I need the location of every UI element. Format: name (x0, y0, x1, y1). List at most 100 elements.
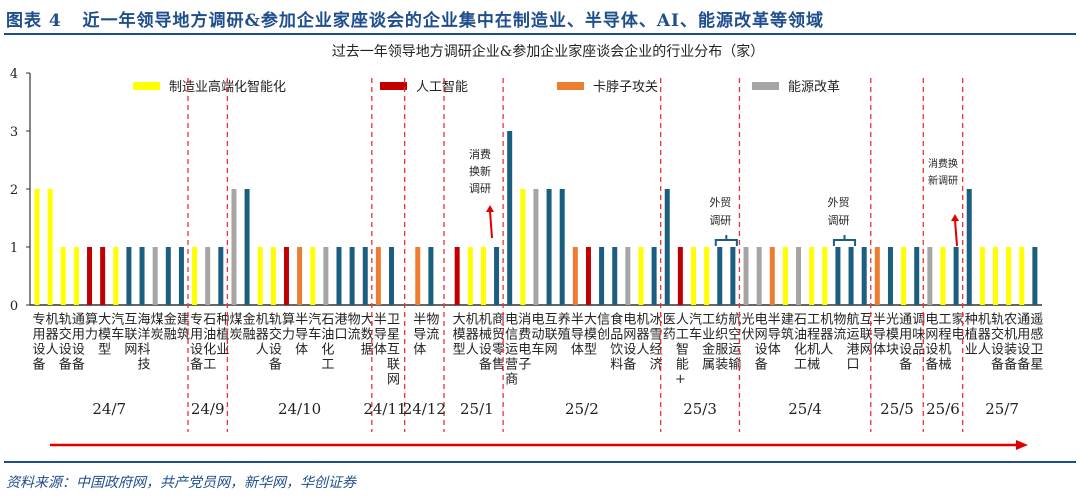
x-tick-label: 煤炭 (148, 312, 164, 342)
x-tick-label: 机器人 (253, 312, 269, 357)
bar-算力 (283, 247, 289, 305)
annotation-foreign-trade: 外贸 (709, 196, 731, 209)
annotation-bracket (832, 235, 857, 246)
bar-金融 (165, 247, 171, 305)
bar-物流 (835, 247, 841, 305)
bar-电网设备 (625, 247, 631, 305)
x-tick-label: 电网设备 (620, 312, 636, 372)
x-tick-label: 纺织服装 (712, 312, 728, 372)
bar-港口 (336, 247, 342, 305)
x-tick-label: 半导体 (870, 312, 886, 357)
bar-工程机械 (809, 247, 815, 305)
bar-航运港口 (848, 247, 854, 305)
bar-海洋科技 (139, 247, 145, 305)
x-tick-label: 大模型 (450, 312, 466, 357)
bar-大模型 (100, 247, 106, 305)
x-tick-label: 种植业 (213, 312, 229, 357)
x-tick-label: 半导体 (371, 312, 387, 357)
bar-石油化工 (796, 247, 802, 305)
x-tick-label: 专用设备 (30, 312, 46, 372)
x-tick-label: 大模型 (581, 312, 597, 357)
x-tick-label: 汽车 (305, 312, 321, 342)
x-tick-label: 遥感卫星 (1027, 312, 1043, 372)
bar-信创 (599, 247, 605, 305)
bar-食品饮料 (612, 247, 618, 305)
x-tick-label: 汽车 (686, 312, 702, 342)
x-tick-label: 通用设备 (1014, 312, 1030, 372)
bar-卫星互联网 (389, 247, 395, 305)
x-tick-label: 机器人 (43, 312, 59, 357)
x-tick-label: 调味品 (909, 312, 925, 357)
x-tick-label: 种植业 (962, 312, 978, 357)
x-tick-label: 轨交设备 (56, 312, 71, 372)
x-tick-label: 机器人 (975, 312, 991, 357)
x-tick-label: 石油化工 (791, 312, 807, 372)
period-label: 25/7 (985, 400, 1019, 418)
x-tick-label: 医药 (660, 312, 676, 342)
annotation-consumer-upgrade: 消费 (469, 147, 491, 161)
legend-label: 人工智能 (416, 80, 468, 95)
x-tick-label: 电动车 (528, 312, 544, 357)
period-label: 25/6 (926, 400, 960, 418)
x-tick-label: 算力 (82, 312, 98, 342)
period-label: 24/9 (191, 400, 225, 418)
annotation-arrow (489, 210, 493, 239)
bar-通用设备 (1019, 247, 1025, 305)
x-tick-label: 航运港口 (844, 311, 860, 372)
x-tick-label: 金融 (240, 311, 256, 342)
bar-半导体 (874, 247, 880, 305)
x-tick-label: 建筑 (778, 312, 794, 342)
period-label: 25/4 (788, 400, 822, 418)
period-label: 25/1 (460, 400, 494, 418)
bar-人工智能+ (677, 247, 683, 305)
x-tick-label: 金融 (161, 311, 177, 342)
annotation-foreign-trade: 外贸 (827, 196, 849, 209)
bar-煤炭 (231, 189, 237, 305)
bar-金融 (244, 189, 250, 305)
bar-汽车 (310, 247, 316, 305)
bar-物流 (349, 247, 355, 305)
bar-半导体 (769, 247, 775, 305)
figure-title: 图表 4 近一年领导地方调研&参加企业家座谈会的企业集中在制造业、半导体、AI、… (6, 11, 824, 31)
bar-机器人 (467, 247, 473, 305)
x-tick-label: 半导体 (765, 312, 781, 357)
x-tick-label: 电信运营商 (502, 312, 518, 387)
bar-大模型 (585, 247, 591, 305)
period-label: 25/2 (565, 400, 599, 418)
y-tick-label: 3 (10, 125, 18, 140)
x-tick-label: 互联网 (121, 312, 137, 357)
x-tick-label: 通用设备 (896, 312, 912, 372)
y-tick-label: 4 (10, 67, 18, 82)
x-tick-label: 半导体 (568, 312, 584, 357)
period-label: 24/12 (403, 400, 446, 418)
x-tick-label: 海洋科技 (135, 312, 151, 372)
x-tick-label: 电网设备 (752, 312, 768, 372)
x-tick-label: 轨交设备 (266, 312, 282, 372)
bar-石油化工 (323, 247, 329, 305)
legend-swatch-O (557, 82, 584, 90)
bar-大模型 (454, 247, 460, 305)
x-tick-label: 工程机械 (804, 312, 820, 372)
bar-工业金属 (704, 247, 710, 305)
bar-石油化工 (205, 247, 211, 305)
x-tick-label: 养殖 (555, 311, 571, 342)
bar-建筑 (178, 247, 184, 305)
bar-光模块 (887, 247, 893, 305)
bar-光伏 (743, 247, 749, 305)
x-tick-label: 建筑 (174, 312, 190, 342)
x-tick-label: 轨交设备 (988, 312, 1004, 372)
x-tick-label: 半导体 (292, 312, 308, 357)
bar-互联网 (861, 247, 867, 305)
annotation-consumer-upgrade: 换新 (469, 164, 491, 178)
x-tick-label: 工业金属 (699, 312, 715, 372)
x-tick-label: 航空运输 (725, 311, 741, 372)
bar-互联网 (126, 247, 132, 305)
x-tick-label: 专用设备 (187, 312, 203, 372)
x-tick-label: 工程机械 (935, 312, 951, 372)
bar-机器人 (979, 247, 985, 305)
x-tick-label: 家电 (949, 311, 965, 342)
x-tick-label: 通用设备 (69, 312, 85, 372)
legend-swatch-R (380, 82, 407, 90)
